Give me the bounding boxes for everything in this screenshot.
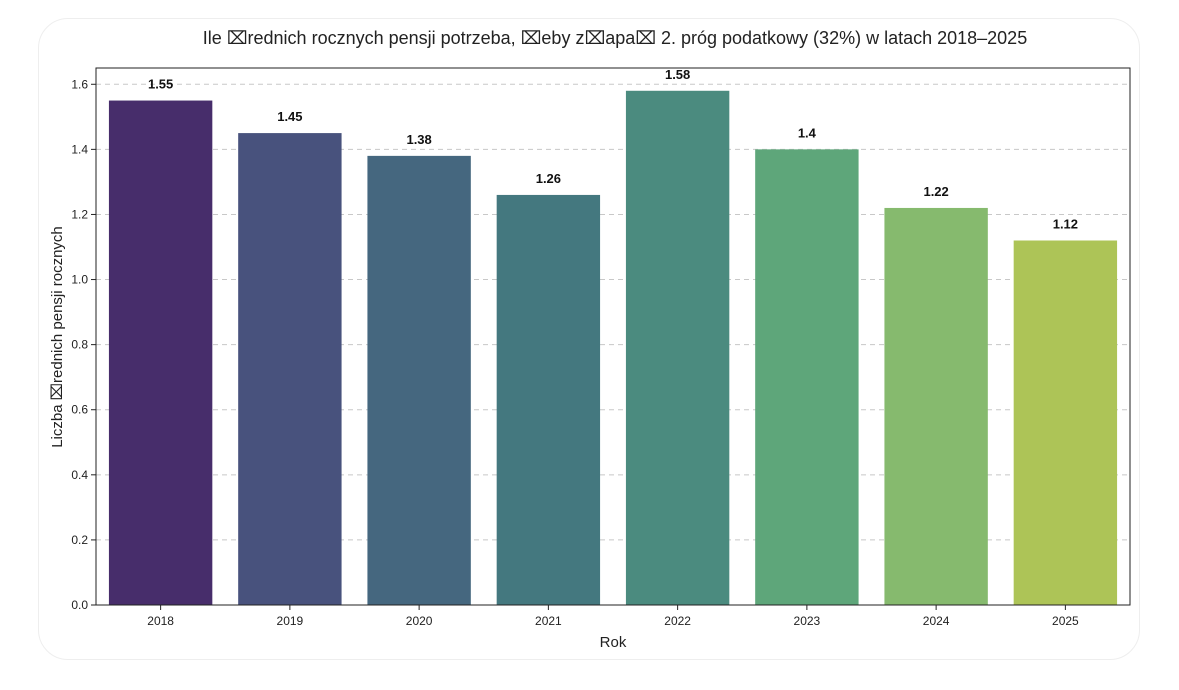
chart-title: Ile ⌧rednich rocznych pensji potrzeba, ⌧… <box>202 28 1028 48</box>
x-axis-title: Rok <box>600 634 627 651</box>
x-tick-label: 2023 <box>794 614 821 628</box>
bar-value-label: 1.22 <box>923 184 948 199</box>
bars <box>108 90 1118 606</box>
y-axis-ticks: 0.0 0.2 0.4 0.6 0.8 1.0 1.2 1.4 1.6 <box>71 77 96 612</box>
bar-value-label: 1.45 <box>277 109 302 124</box>
x-tick-label: 2018 <box>147 614 174 628</box>
y-axis-title: Liczba ⌧rednich pensji rocznych <box>49 226 66 448</box>
bar-2024 <box>884 207 988 606</box>
bar-value-label: 1.55 <box>148 77 173 92</box>
bar-2023 <box>755 149 859 605</box>
y-tick-label: 1.6 <box>71 77 88 91</box>
y-tick-label: 0.2 <box>71 533 88 547</box>
bar-2019 <box>238 133 342 605</box>
y-tick-label: 1.0 <box>71 273 88 287</box>
bar-value-labels: 1.55 1.45 1.38 1.26 1.58 1.4 1.22 1.12 <box>148 67 1078 232</box>
bar-value-label: 1.4 <box>798 125 817 140</box>
x-tick-label: 2024 <box>923 614 950 628</box>
y-tick-label: 0.0 <box>71 598 88 612</box>
bar-value-label: 1.38 <box>406 132 431 147</box>
bar-2025 <box>1013 240 1118 605</box>
plot-frame <box>95 67 1131 606</box>
y-tick-label: 0.4 <box>71 468 88 482</box>
bar-value-label: 1.26 <box>536 171 561 186</box>
bar-2020 <box>367 155 471 605</box>
x-tick-label: 2022 <box>664 614 691 628</box>
x-axis-ticks: 2018 2019 2020 2021 2022 2023 2024 2025 <box>147 605 1079 628</box>
bar-2021 <box>496 194 601 605</box>
bar-2018 <box>108 100 213 605</box>
y-tick-label: 1.4 <box>71 142 88 156</box>
x-tick-label: 2021 <box>535 614 562 628</box>
bar-2022 <box>625 90 730 606</box>
y-tick-label: 0.6 <box>71 403 88 417</box>
y-tick-label: 0.8 <box>71 338 88 352</box>
x-tick-label: 2019 <box>277 614 304 628</box>
y-tick-label: 1.2 <box>71 207 88 221</box>
bar-value-label: 1.12 <box>1053 216 1078 231</box>
x-tick-label: 2020 <box>406 614 433 628</box>
bar-value-label: 1.58 <box>665 67 690 82</box>
x-tick-label: 2025 <box>1052 614 1079 628</box>
